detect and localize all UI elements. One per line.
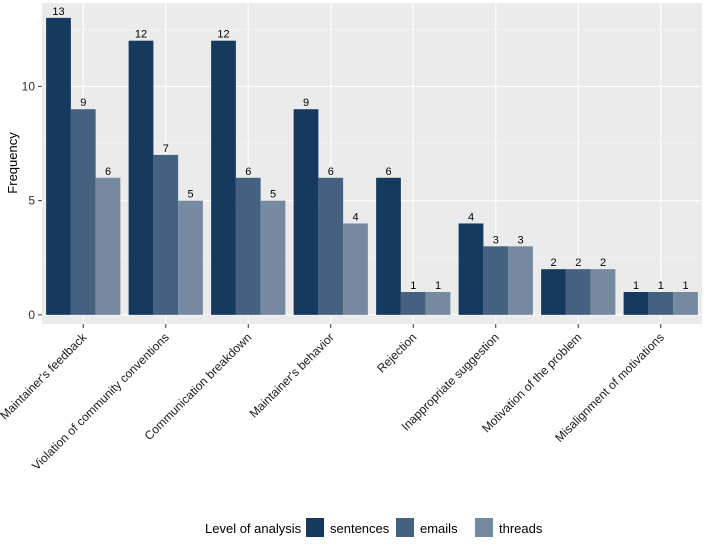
bar-threads [425, 292, 451, 315]
bar-emails [70, 109, 96, 315]
legend-key-sentences [306, 518, 324, 537]
data-label-threads: 2 [600, 257, 606, 269]
bar-sentences [458, 223, 484, 315]
bar-emails [483, 246, 509, 315]
bar-emails [400, 292, 426, 315]
bar-emails [235, 177, 261, 315]
data-label-sentences: 2 [550, 257, 556, 269]
data-label-emails: 2 [575, 257, 581, 269]
y-axis-title: Frequency [5, 132, 20, 194]
bar-sentences [623, 292, 649, 315]
data-label-emails: 6 [245, 166, 251, 178]
bars [46, 17, 698, 315]
y-tick-label: 10 [22, 79, 36, 93]
bar-threads [508, 246, 533, 315]
data-label-emails: 1 [410, 280, 416, 292]
x-tick-label: Maintainer's feedback [0, 330, 90, 423]
bar-threads [178, 200, 203, 315]
bar-threads [590, 269, 616, 315]
bar-emails [318, 177, 344, 315]
bar-sentences [293, 109, 319, 315]
y-tick-label: 0 [28, 308, 35, 322]
data-label-sentences: 4 [468, 211, 474, 223]
data-label-sentences: 13 [52, 6, 64, 18]
bar-emails [648, 292, 674, 315]
data-label-threads: 5 [187, 189, 193, 201]
bar-sentences [376, 177, 401, 315]
bar-threads [260, 200, 286, 315]
legend-key-threads [475, 518, 493, 537]
data-label-sentences: 12 [135, 29, 147, 41]
data-label-emails: 7 [163, 143, 169, 155]
bar-emails [153, 154, 179, 315]
data-label-emails: 9 [80, 97, 86, 109]
data-label-threads: 4 [352, 211, 358, 223]
data-label-emails: 3 [493, 234, 499, 246]
data-label-threads: 3 [517, 234, 523, 246]
data-label-sentences: 6 [385, 166, 391, 178]
x-tick-label: Violation of community conventions [29, 330, 172, 473]
bar-sentences [46, 17, 71, 315]
legend-label-sentences: sentences [330, 521, 390, 536]
bar-threads [673, 292, 698, 315]
data-label-sentences: 9 [303, 97, 309, 109]
x-tick-label: Rejection [374, 330, 419, 375]
bar-sentences [128, 40, 154, 315]
data-label-emails: 1 [658, 280, 664, 292]
legend-title: Level of analysis [205, 521, 302, 536]
bar-threads [95, 177, 121, 315]
legend-key-emails [396, 518, 414, 537]
data-label-sentences: 12 [217, 29, 229, 41]
data-label-threads: 5 [270, 189, 276, 201]
bar-threads [343, 223, 368, 315]
bar-sentences [211, 40, 236, 315]
data-label-emails: 6 [328, 166, 334, 178]
data-label-sentences: 1 [633, 280, 639, 292]
data-label-threads: 6 [105, 166, 111, 178]
data-label-threads: 1 [682, 280, 688, 292]
data-label-threads: 1 [435, 280, 441, 292]
y-axis: 0 5 10 [22, 79, 42, 322]
x-tick-label: Maintainer's behavior [247, 330, 337, 420]
bar-emails [565, 269, 591, 315]
y-tick-label: 5 [28, 194, 35, 208]
legend-label-threads: threads [499, 521, 543, 536]
legend: Level of analysis sentences emails threads [205, 518, 543, 537]
bar-sentences [541, 269, 566, 315]
legend-label-emails: emails [420, 521, 458, 536]
